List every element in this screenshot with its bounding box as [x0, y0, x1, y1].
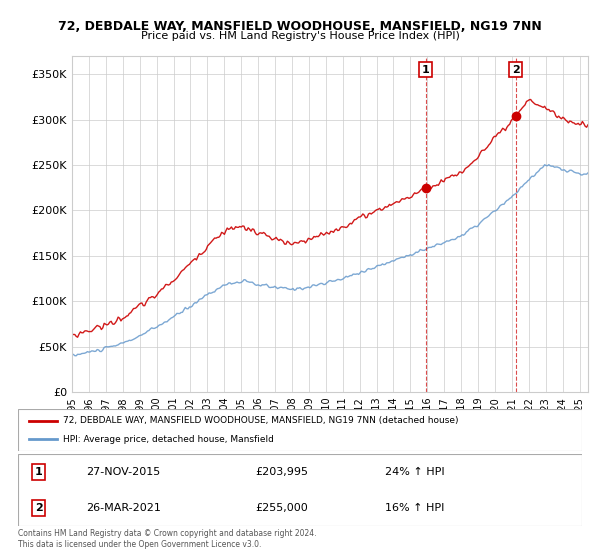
- Text: Contains HM Land Registry data © Crown copyright and database right 2024.
This d: Contains HM Land Registry data © Crown c…: [18, 529, 317, 549]
- Text: 24% ↑ HPI: 24% ↑ HPI: [385, 467, 444, 477]
- FancyBboxPatch shape: [18, 454, 582, 526]
- Text: 27-NOV-2015: 27-NOV-2015: [86, 467, 160, 477]
- Text: 1: 1: [422, 64, 430, 74]
- Text: 2: 2: [512, 64, 520, 74]
- Text: £203,995: £203,995: [255, 467, 308, 477]
- Text: 72, DEBDALE WAY, MANSFIELD WOODHOUSE, MANSFIELD, NG19 7NN: 72, DEBDALE WAY, MANSFIELD WOODHOUSE, MA…: [58, 20, 542, 32]
- FancyBboxPatch shape: [18, 409, 582, 451]
- Text: 16% ↑ HPI: 16% ↑ HPI: [385, 503, 444, 513]
- Text: £255,000: £255,000: [255, 503, 308, 513]
- Text: 2: 2: [35, 503, 43, 513]
- Text: Price paid vs. HM Land Registry's House Price Index (HPI): Price paid vs. HM Land Registry's House …: [140, 31, 460, 41]
- Text: HPI: Average price, detached house, Mansfield: HPI: Average price, detached house, Mans…: [63, 435, 274, 444]
- Text: 26-MAR-2021: 26-MAR-2021: [86, 503, 161, 513]
- Text: 72, DEBDALE WAY, MANSFIELD WOODHOUSE, MANSFIELD, NG19 7NN (detached house): 72, DEBDALE WAY, MANSFIELD WOODHOUSE, MA…: [63, 416, 458, 425]
- Text: 1: 1: [35, 467, 43, 477]
